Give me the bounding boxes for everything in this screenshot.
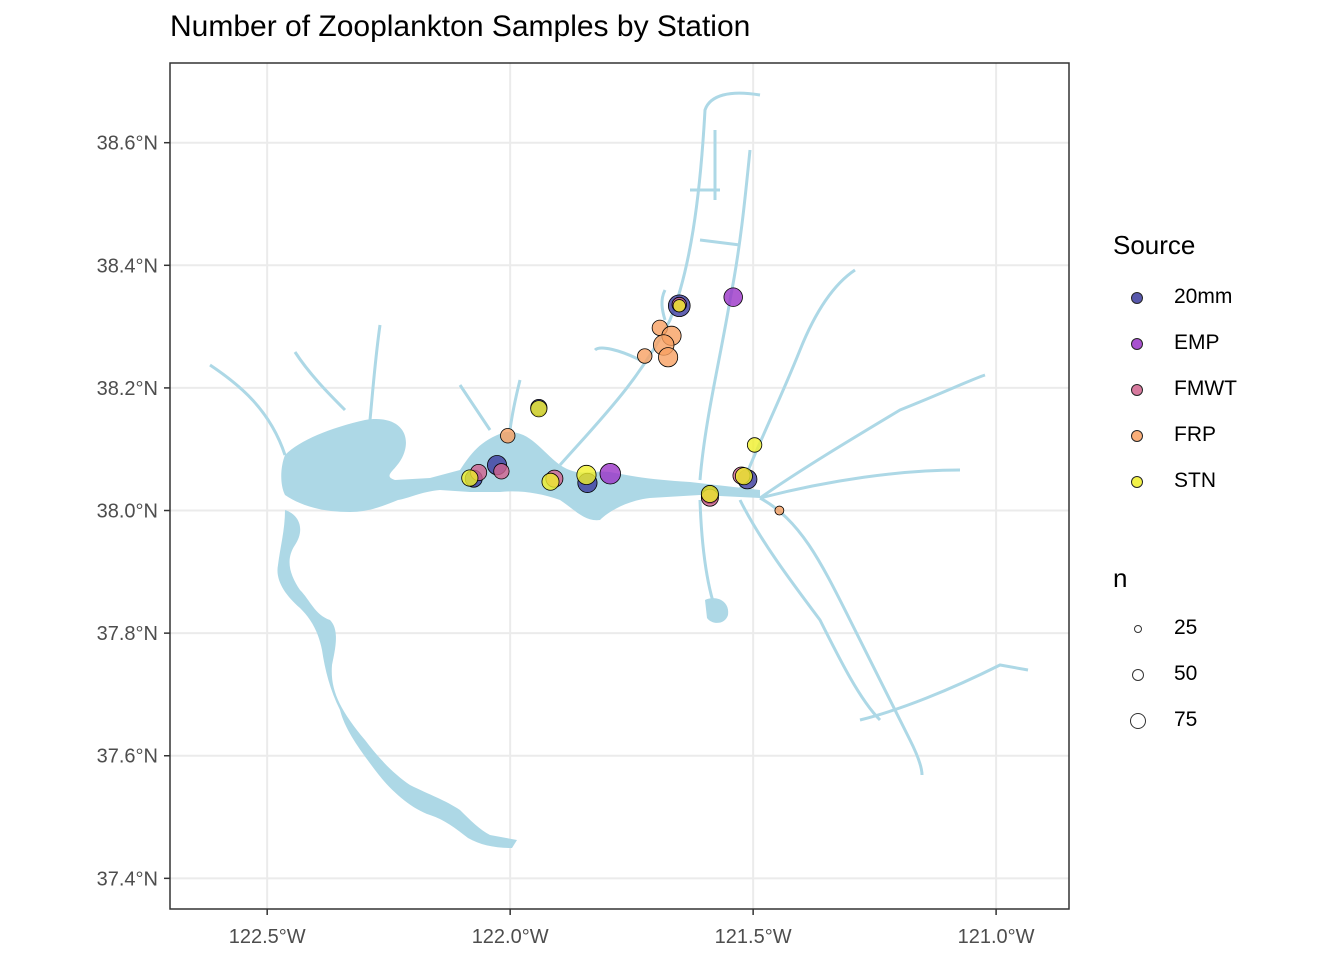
- sample-points: [461, 287, 785, 516]
- y-tick-label: 37.4°N: [97, 868, 158, 890]
- point-stn: [746, 437, 763, 453]
- legend-label-stn: STN: [1174, 469, 1216, 492]
- legend-size-key: [1132, 669, 1144, 681]
- legend-label-fmwt: FMWT: [1174, 377, 1237, 400]
- y-tick-label: 38.0°N: [97, 501, 158, 523]
- point-frp: [774, 505, 785, 516]
- sf-bay: [277, 510, 517, 848]
- legend-size-title: n: [1113, 563, 1128, 593]
- legend-color-title: Source: [1113, 230, 1196, 260]
- legend-size-label: 50: [1174, 662, 1198, 685]
- legend-key-stn: [1131, 476, 1143, 488]
- gridlines: [170, 63, 1069, 909]
- legend-key-emp: [1131, 338, 1143, 350]
- point-stn: [576, 464, 597, 485]
- plot-border: [169, 62, 1070, 910]
- x-tick-label: 122.5°W: [229, 926, 306, 948]
- point-frp: [637, 348, 653, 364]
- legend-size-key: [1134, 625, 1142, 633]
- axes: 122.5°W 122.0°W 121.5°W 121.0°W 37.4°N 37.6°N…: [97, 133, 1035, 948]
- point-emp: [599, 463, 621, 485]
- legend-key-frp: [1131, 430, 1143, 442]
- y-tick-label: 38.2°N: [97, 378, 158, 400]
- point-frp: [658, 347, 679, 368]
- point-stn: [734, 467, 753, 486]
- legend-label-20mm: 20mm: [1174, 285, 1233, 308]
- legend-key-fmwt: [1131, 384, 1143, 396]
- legend-label-frp: FRP: [1174, 423, 1216, 446]
- water-bodies: [209, 91, 1029, 848]
- legend-size-label: 25: [1174, 616, 1198, 639]
- y-tick-label: 37.6°N: [97, 746, 158, 768]
- point-stn: [461, 469, 479, 487]
- point-stn: [530, 400, 548, 418]
- point-stn: [541, 472, 560, 491]
- x-tick-label: 122.0°W: [472, 926, 549, 948]
- chart-title: Number of Zooplankton Samples by Station: [170, 10, 751, 43]
- y-tick-label: 38.6°N: [97, 133, 158, 155]
- legend-label-emp: EMP: [1174, 331, 1220, 354]
- point-fmwt: [493, 463, 510, 480]
- point-stn: [700, 485, 719, 503]
- legend-size-key: [1130, 713, 1146, 729]
- point-emp: [723, 287, 743, 307]
- y-tick-label: 38.4°N: [97, 255, 158, 277]
- delta-lake: [705, 598, 729, 623]
- point-stn: [672, 299, 686, 313]
- point-frp: [500, 428, 516, 444]
- legend-size-label: 75: [1174, 708, 1198, 731]
- legend-key-20mm: [1131, 292, 1143, 304]
- x-tick-label: 121.0°W: [958, 926, 1035, 948]
- x-tick-label: 121.5°W: [715, 926, 792, 948]
- san-pablo-bay: [281, 419, 760, 521]
- y-tick-label: 37.8°N: [97, 623, 158, 645]
